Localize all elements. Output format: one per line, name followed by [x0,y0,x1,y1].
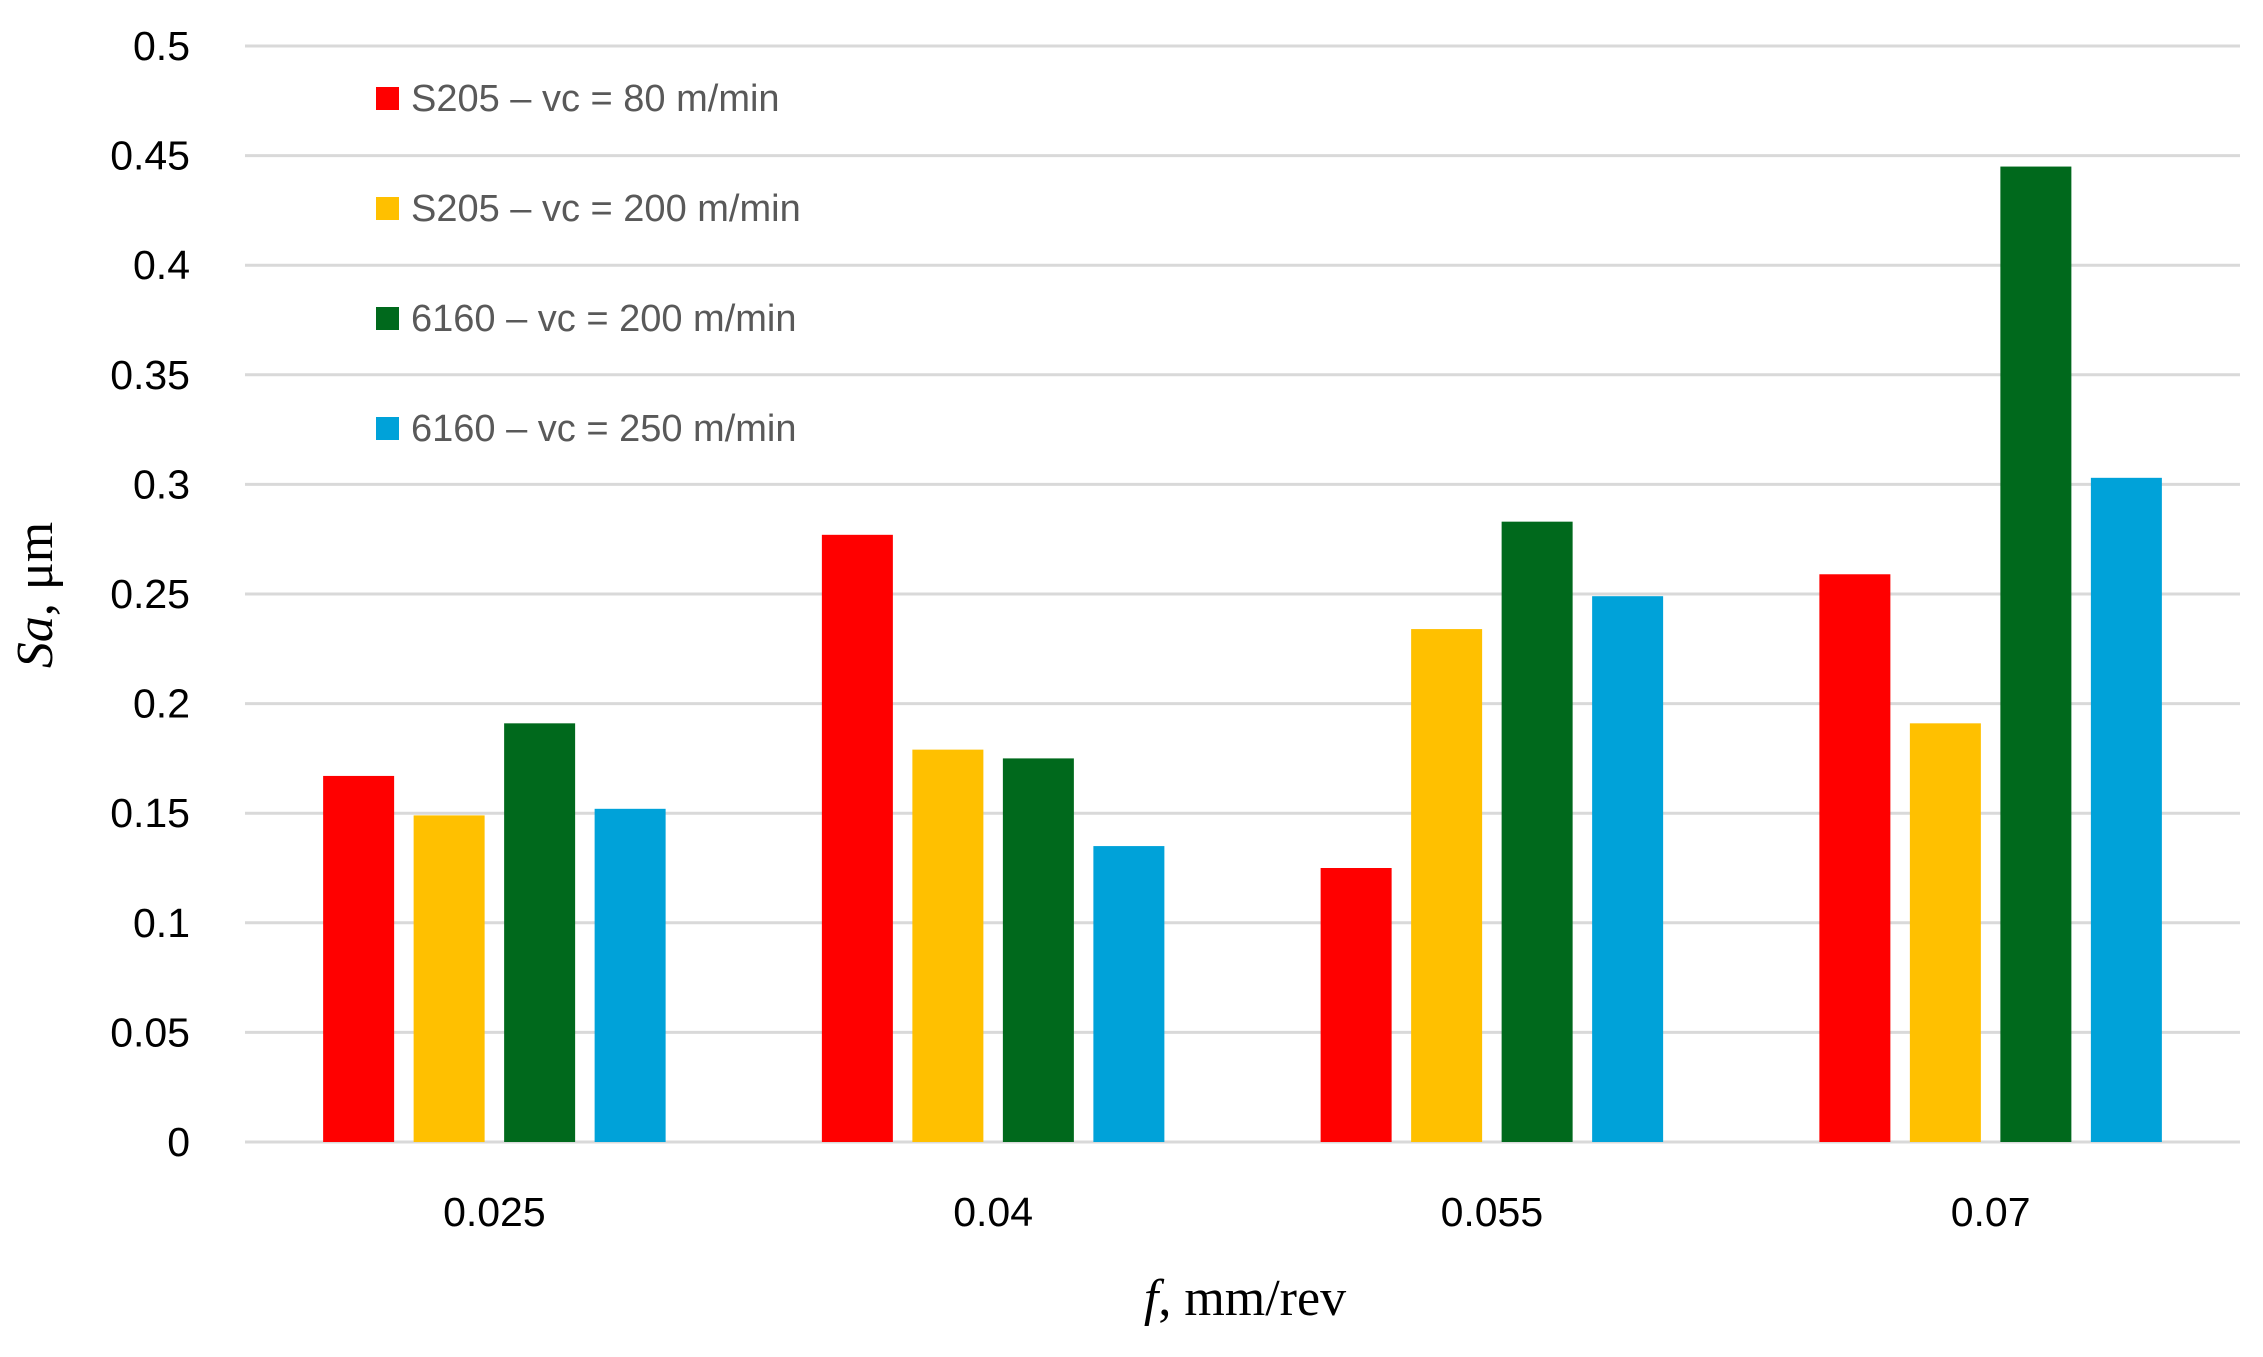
bar [1002,758,1074,1142]
y-tick-label: 0.2 [133,681,190,727]
legend-swatch [376,417,399,440]
x-tick-label: 0.04 [953,1189,1033,1235]
bar [413,815,485,1142]
legend-swatch [376,87,399,110]
y-tick-label: 0 [167,1119,190,1165]
y-tick-label: 0.1 [133,900,190,946]
bar [1093,846,1165,1142]
y-tick-label: 0.4 [133,242,190,288]
y-tick-label: 0.3 [133,461,190,507]
legend-swatch [376,307,399,330]
y-axis-variable: Sa [7,616,64,668]
bar [323,775,395,1142]
y-axis-tick-labels: 0 0.05 0.1 0.15 0.2 0.25 0.3 0.35 0.4 0.45 0.5 [110,23,190,1165]
x-tick-label: 0.025 [443,1189,546,1235]
legend: S205 – vc = 80 m/min S205 – vc = 200 m/mi… [376,78,801,450]
legend-label: S205 – vc = 200 m/min [411,188,801,230]
bar [1592,596,1664,1142]
bar [1320,868,1392,1142]
legend-label: 6160 – vc = 250 m/min [411,408,797,450]
bar [504,723,576,1142]
legend-label: 6160 – vc = 200 m/min [411,298,797,340]
y-axis-unit: , μm [7,522,64,616]
legend-swatch [376,197,399,220]
x-tick-label: 0.055 [1441,1189,1544,1235]
bar [1411,629,1483,1142]
x-axis-unit: , mm/rev [1158,1270,1346,1327]
bar [594,808,666,1142]
bar [912,749,984,1142]
x-axis-tick-labels: 0.025 0.04 0.055 0.07 [443,1189,2030,1235]
bar [2090,477,2162,1143]
x-axis-title: f, mm/rev [1144,1270,1346,1327]
y-tick-label: 0.5 [133,23,190,69]
bar [1819,574,1891,1142]
bar [1501,521,1573,1142]
y-tick-label: 0.15 [110,790,190,836]
y-tick-label: 0.05 [110,1009,190,1055]
gridlines [245,44,2240,1144]
y-tick-label: 0.35 [110,352,190,398]
bar [1909,723,1981,1142]
bar [821,534,893,1142]
legend-label: S205 – vc = 80 m/min [411,78,780,120]
x-tick-label: 0.07 [1951,1189,2031,1235]
bars [323,166,2162,1143]
y-tick-label: 0.25 [110,571,190,617]
y-axis-title: Sa, μm [7,522,64,668]
bar [2000,166,2072,1142]
y-tick-label: 0.45 [110,133,190,179]
